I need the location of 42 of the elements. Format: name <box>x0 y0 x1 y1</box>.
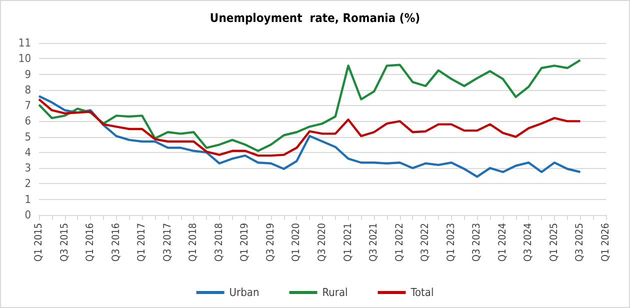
x-tick-label: Q3 2023 <box>472 223 483 262</box>
x-tick-label: Q1 2023 <box>446 223 457 262</box>
line-series <box>38 59 582 152</box>
x-tick-label: Q3 2019 <box>265 222 276 262</box>
x-tick-label: Q3 2016 <box>110 222 122 262</box>
x-tick-label: Q1 2025 <box>548 223 560 262</box>
x-tick-label: Q1 2018 <box>188 222 200 262</box>
y-tick-label: 4 <box>24 146 31 159</box>
legend-label: Urban <box>229 286 260 299</box>
legend-label: Rural <box>322 286 348 299</box>
chart-title: Unemployment rate, Romania (%) <box>210 11 420 25</box>
y-tick-label: 6 <box>24 114 31 128</box>
line-series <box>38 95 582 178</box>
x-tick-label: Q3 2017 <box>162 223 174 262</box>
x-tick-label: Q1 2020 <box>291 222 302 262</box>
x-tick-label: Q3 2025 <box>574 223 586 262</box>
x-tick-label: Q1 2024 <box>497 222 508 262</box>
y-tick-label: 0 <box>24 208 31 222</box>
y-tick-label: 10 <box>18 52 31 66</box>
x-tick-label: Q3 2024 <box>523 222 534 262</box>
x-tick-label: Q3 2020 <box>317 222 328 262</box>
x-tick-label: Q3 2015 <box>59 223 70 262</box>
y-tick-label: 11 <box>18 36 31 50</box>
y-tick-label: 5 <box>24 130 31 144</box>
y-tick-label: 9 <box>24 68 31 81</box>
y-tick-label: 2 <box>24 177 31 190</box>
legend-label: Total <box>410 286 434 299</box>
x-tick-label: Q1 2016 <box>85 222 96 262</box>
x-tick-label: Q1 2017 <box>136 223 148 262</box>
x-tick-label: Q3 2018 <box>214 222 225 262</box>
x-tick-label: Q1 2021 <box>342 223 354 262</box>
x-tick-label: Q3 2021 <box>368 223 380 262</box>
y-tick-label: 3 <box>24 162 31 175</box>
y-tick-label: 7 <box>24 99 31 112</box>
x-tick-label: Q1 2022 <box>394 223 406 262</box>
x-tick-label: Q1 2026 <box>600 222 612 262</box>
line-series <box>38 98 582 157</box>
x-tick-label: Q1 2019 <box>240 222 251 262</box>
y-tick-label: 1 <box>24 192 31 206</box>
x-tick-label: Q3 2022 <box>420 223 432 262</box>
x-tick-label: Q1 2015 <box>34 223 44 262</box>
y-tick-label: 8 <box>24 83 31 96</box>
